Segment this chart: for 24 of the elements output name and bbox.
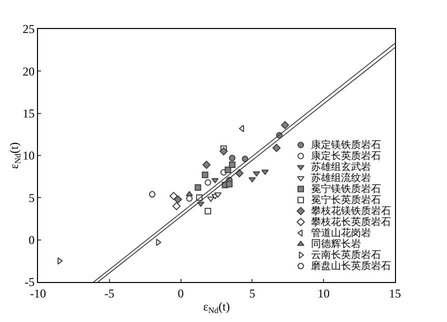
- x-tick-label: 5: [249, 286, 256, 300]
- legend-label: 冕宁长英质岩石: [311, 194, 381, 206]
- y-tick-label: 25: [22, 22, 35, 36]
- legend-label: 磨盘山长英质岩石: [311, 260, 391, 272]
- legend-label: 冕宁镁铁质岩石: [311, 183, 381, 195]
- legend-label: 管道山花岗岩: [311, 227, 371, 239]
- y-tick-label: 0: [28, 233, 35, 248]
- legend-label: 康定长英质岩石: [311, 150, 381, 162]
- y-tick-label: 15: [22, 106, 35, 121]
- y-tick-label: 10: [22, 148, 35, 163]
- x-axis-title: ε$_{Nd}$(t): [203, 299, 230, 315]
- legend-label: 攀枝花镁铁质岩石: [311, 205, 391, 217]
- x-tick-label: 0: [178, 286, 184, 300]
- legend-label: 云南长英质岩石: [311, 249, 381, 261]
- x-tick-label: 10: [318, 286, 330, 300]
- legend-label: 苏雄组玄武岩: [311, 161, 371, 173]
- legend-label: 苏雄组流纹岩: [311, 172, 371, 184]
- legend-label: 康定镁铁质岩石: [311, 139, 381, 151]
- y-tick-label: 5: [28, 190, 35, 205]
- x-tick-label: -5: [104, 286, 114, 300]
- legend-label: 同德辉长岩: [311, 238, 361, 250]
- x-tick-label: 15: [389, 286, 401, 300]
- legend-label: 攀枝花长英质岩石: [311, 216, 391, 228]
- y-tick-label: 20: [22, 64, 35, 78]
